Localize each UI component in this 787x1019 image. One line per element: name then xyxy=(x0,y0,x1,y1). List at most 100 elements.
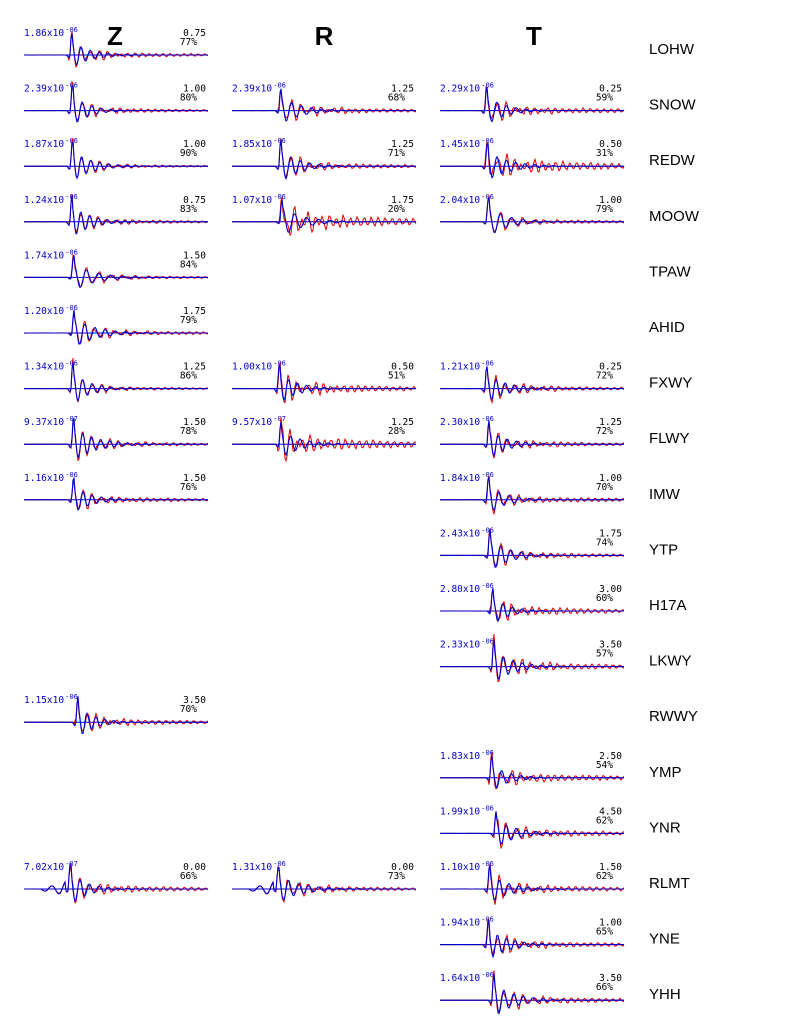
amplitude-label: 1.15x10 xyxy=(24,695,64,706)
correlation-label: 20% xyxy=(388,204,405,215)
amplitude-label: 9.57x10 xyxy=(232,417,272,428)
amplitude-label: 1.24x10 xyxy=(24,195,64,206)
synthetic-waveform xyxy=(440,587,624,623)
amplitude-label: 1.21x10 xyxy=(440,362,480,373)
amplitude-label: 1.20x10 xyxy=(24,306,64,317)
time-shift-label: 3.50 xyxy=(183,695,206,706)
correlation-label: 78% xyxy=(180,426,197,437)
time-shift-label: 4.50 xyxy=(599,806,622,817)
component-header-z: Z xyxy=(107,21,123,51)
correlation-label: 84% xyxy=(180,259,197,270)
amplitude-label: 1.64x10 xyxy=(440,973,480,984)
correlation-label: 71% xyxy=(388,148,405,159)
correlation-label: 54% xyxy=(596,760,613,771)
synthetic-waveform xyxy=(232,88,416,122)
correlation-label: 73% xyxy=(388,871,405,882)
time-shift-label: 1.25 xyxy=(391,139,414,150)
time-shift-label: 3.50 xyxy=(599,640,622,651)
time-shift-label: 0.75 xyxy=(183,195,206,206)
amplitude-label: 1.84x10 xyxy=(440,473,480,484)
synthetic-waveform xyxy=(440,974,624,1015)
time-shift-label: 3.50 xyxy=(599,973,622,984)
synthetic-waveform xyxy=(440,366,624,400)
amplitude-exponent: -06 xyxy=(65,248,78,256)
time-shift-label: 1.75 xyxy=(391,195,414,206)
amplitude-exponent: -06 xyxy=(481,82,494,90)
amplitude-label: 2.30x10 xyxy=(440,417,480,428)
synthetic-waveform xyxy=(232,421,416,457)
amplitude-label: 1.86x10 xyxy=(24,28,64,39)
amplitude-exponent: -06 xyxy=(481,860,494,868)
synthetic-waveform xyxy=(24,195,208,235)
amplitude-label: 1.94x10 xyxy=(440,918,480,929)
amplitude-label: 1.74x10 xyxy=(24,250,64,261)
amplitude-label: 1.07x10 xyxy=(232,195,272,206)
synthetic-waveform xyxy=(232,364,416,402)
synthetic-waveform xyxy=(440,811,624,845)
station-label-yne: YNE xyxy=(649,931,680,948)
time-shift-label: 0.00 xyxy=(183,862,206,873)
amplitude-exponent: -06 xyxy=(273,82,286,90)
time-shift-label: 1.25 xyxy=(183,362,206,373)
time-shift-label: 1.00 xyxy=(183,84,206,95)
amplitude-label: 1.83x10 xyxy=(440,751,480,762)
time-shift-label: 0.25 xyxy=(599,362,622,373)
station-label-rwwy: RWWY xyxy=(649,708,698,725)
time-shift-label: 1.50 xyxy=(599,862,622,873)
amplitude-label: 2.39x10 xyxy=(24,84,64,95)
amplitude-exponent: -06 xyxy=(481,415,494,423)
time-shift-label: 1.00 xyxy=(183,139,206,150)
station-label-ahid: AHID xyxy=(649,319,685,336)
synthetic-waveform xyxy=(440,865,624,901)
component-header-r: R xyxy=(315,21,334,51)
time-shift-label: 1.25 xyxy=(391,417,414,428)
time-shift-label: 1.00 xyxy=(599,473,622,484)
synthetic-waveform xyxy=(24,362,208,403)
correlation-label: 31% xyxy=(596,148,613,159)
correlation-label: 76% xyxy=(180,482,197,493)
correlation-label: 65% xyxy=(596,927,613,938)
station-label-lkwy: LKWY xyxy=(649,653,692,670)
time-shift-label: 1.00 xyxy=(599,195,622,206)
synthetic-waveform xyxy=(24,33,208,66)
correlation-label: 68% xyxy=(388,93,405,104)
station-label-fxwy: FXWY xyxy=(649,375,692,392)
amplitude-exponent: -06 xyxy=(65,693,78,701)
station-label-ymp: YMP xyxy=(649,764,682,781)
amplitude-exponent: -06 xyxy=(65,26,78,34)
correlation-label: 77% xyxy=(180,37,197,48)
synthetic-waveform xyxy=(232,199,416,233)
correlation-label: 66% xyxy=(596,982,613,993)
correlation-label: 83% xyxy=(180,204,197,215)
amplitude-label: 1.31x10 xyxy=(232,862,272,873)
time-shift-label: 1.00 xyxy=(599,918,622,929)
station-label-ynr: YNR xyxy=(649,819,681,836)
synthetic-waveform xyxy=(24,309,208,345)
correlation-label: 70% xyxy=(180,704,197,715)
synthetic-waveform xyxy=(440,86,624,123)
amplitude-label: 9.37x10 xyxy=(24,417,64,428)
time-shift-label: 0.75 xyxy=(183,28,206,39)
synthetic-waveform xyxy=(440,196,624,234)
synthetic-waveform xyxy=(232,866,416,900)
synthetic-waveform xyxy=(24,696,208,734)
correlation-label: 51% xyxy=(388,371,405,382)
